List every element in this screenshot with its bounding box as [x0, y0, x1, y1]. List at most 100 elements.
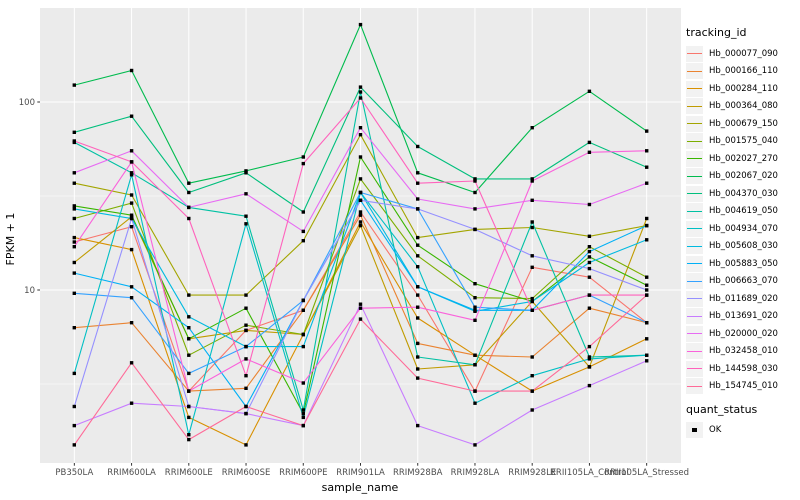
legend-key — [686, 325, 703, 342]
data-point — [587, 383, 592, 388]
data-point — [473, 227, 477, 232]
legend-item-label: Hb_005608_030 — [709, 241, 778, 252]
data-point — [416, 197, 420, 201]
legend-item-Hb_000364_080: Hb_000364_080 — [686, 98, 798, 116]
data-point — [358, 223, 363, 228]
data-point — [416, 243, 420, 247]
data-point — [587, 355, 592, 359]
data-point — [645, 288, 649, 292]
data-point — [72, 291, 76, 295]
data-point — [244, 169, 248, 173]
data-point — [358, 213, 363, 217]
legend-line-icon — [687, 385, 702, 387]
data-point — [129, 225, 134, 229]
data-point — [244, 344, 248, 349]
data-point — [187, 337, 191, 341]
data-point — [129, 401, 134, 405]
data-point — [416, 341, 420, 346]
data-point — [358, 190, 363, 195]
data-point — [587, 293, 592, 297]
data-point — [587, 266, 592, 271]
data-point — [530, 220, 534, 224]
legend-item-label: Hb_002027_270 — [709, 153, 778, 164]
data-point — [72, 181, 76, 185]
data-point — [129, 213, 134, 217]
y-tick-label: 100 — [19, 98, 35, 108]
legend-items-quant-status: OK — [686, 421, 798, 439]
data-point — [587, 150, 592, 154]
data-point — [187, 190, 191, 195]
x-tick-label: RRIM901LA — [336, 468, 385, 478]
data-point — [358, 126, 363, 130]
data-point — [129, 361, 134, 365]
legend-item-label: Hb_144598_030 — [709, 363, 778, 374]
data-point — [645, 293, 649, 297]
y-tick-label: 10 — [24, 286, 35, 296]
data-point — [530, 126, 534, 130]
legend-item-Hb_004934_070: Hb_004934_070 — [686, 220, 798, 238]
legend-line-icon — [687, 140, 702, 142]
data-point — [358, 317, 363, 321]
data-point — [473, 305, 477, 309]
legend-item-Hb_005608_030: Hb_005608_030 — [686, 238, 798, 256]
data-point — [530, 308, 534, 312]
legend-line-icon — [687, 245, 702, 247]
data-point — [530, 389, 534, 393]
data-point — [473, 389, 477, 393]
data-point — [301, 298, 305, 303]
data-point — [244, 192, 248, 196]
data-point — [244, 171, 248, 175]
x-tick-label: RRII105LA_Stressed — [604, 468, 689, 478]
data-point — [72, 83, 76, 87]
data-point — [645, 359, 649, 363]
data-point — [301, 415, 305, 420]
y-axis-title: FPKM + 1 — [4, 213, 17, 266]
legend-key — [686, 220, 703, 237]
legend-item-Hb_000077_090: Hb_000077_090 — [686, 45, 798, 63]
data-point — [530, 198, 534, 202]
legend-item-label: Hb_002067_020 — [709, 171, 778, 182]
data-point — [244, 328, 248, 333]
x-tick-label: RRII105LA_Control — [550, 468, 629, 478]
data-point — [301, 155, 305, 159]
legend-item-label: Hb_001575_040 — [709, 136, 778, 147]
legend-item-label: Hb_004619_050 — [709, 206, 778, 217]
legend-key — [686, 273, 703, 290]
data-point — [129, 216, 134, 221]
legend-line-icon — [687, 105, 702, 107]
data-point — [301, 381, 305, 385]
data-point — [416, 254, 420, 258]
legend-line-icon — [687, 315, 702, 317]
legend-item-Hb_144598_030: Hb_144598_030 — [686, 360, 798, 378]
data-point — [72, 171, 76, 175]
data-point — [587, 140, 592, 145]
data-point — [530, 179, 534, 183]
data-point — [72, 371, 76, 376]
data-point — [187, 205, 191, 210]
data-point — [587, 255, 592, 259]
legend-item-label: Hb_005883_050 — [709, 258, 778, 269]
legend-item-Hb_004370_030: Hb_004370_030 — [686, 185, 798, 203]
legend-key — [686, 115, 703, 132]
data-point — [645, 275, 649, 279]
x-axis-title: sample_name — [322, 481, 399, 494]
data-point — [358, 302, 363, 306]
data-point — [301, 161, 305, 166]
legend-line-icon — [687, 298, 702, 300]
data-point — [645, 238, 649, 242]
legend-title-tracking-id: tracking_id — [686, 26, 747, 39]
data-point — [416, 181, 420, 185]
legend-item-Hb_000679_150: Hb_000679_150 — [686, 115, 798, 133]
data-point — [244, 306, 248, 310]
legend-key — [686, 98, 703, 115]
data-point — [129, 173, 134, 177]
data-point — [416, 171, 420, 175]
data-point — [244, 386, 248, 390]
data-point — [530, 177, 534, 181]
x-tick-label: RRIM600LE — [165, 468, 213, 478]
data-point — [72, 443, 76, 447]
data-point — [473, 318, 477, 322]
data-point — [129, 160, 134, 164]
